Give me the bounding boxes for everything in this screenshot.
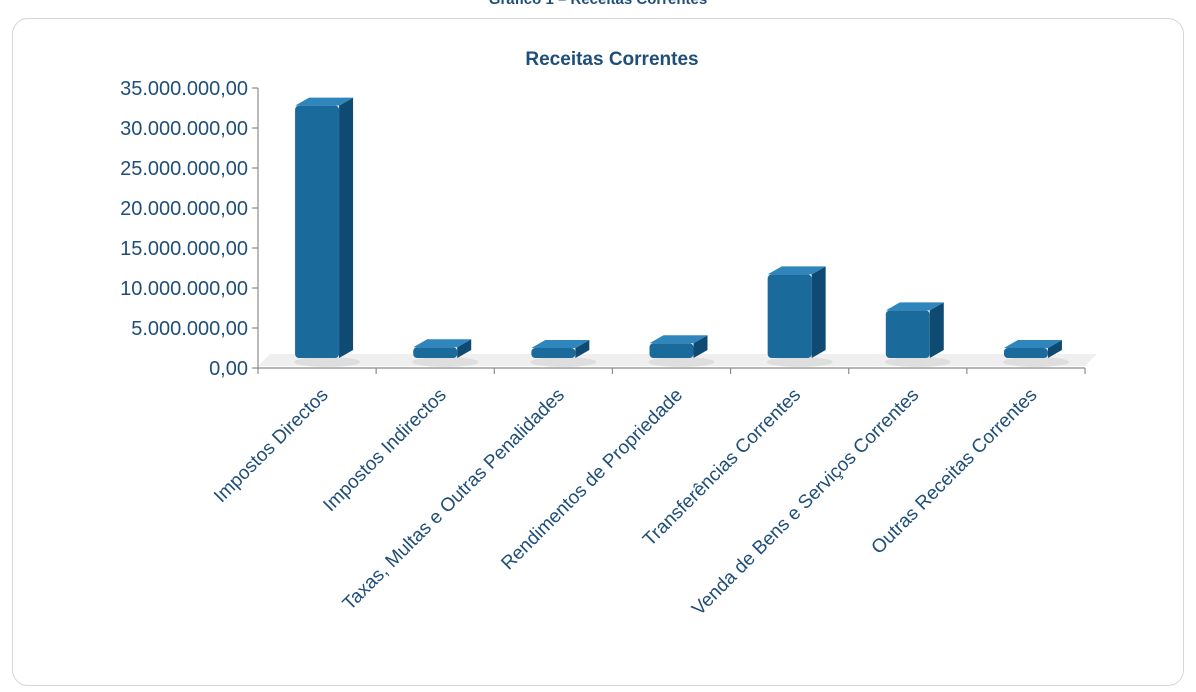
y-tick-label: 5.000.000,00 [131,318,248,340]
bar [884,302,951,367]
y-tick-label: 30.000.000,00 [120,118,248,140]
bar-shadow [766,357,833,367]
bar [530,340,597,367]
bar-top [767,266,826,275]
axes [252,87,1086,374]
bar-top [531,340,590,348]
bar-side [457,339,472,358]
bar-shadow [412,357,479,367]
bar-front [531,348,576,358]
figure-caption: Gráfico 1 – Receitas Correntes [0,0,1196,8]
bar [1002,340,1069,367]
bar-top [295,97,354,106]
y-tick-label: 25.000.000,00 [120,158,248,180]
bar-front [295,105,340,358]
bar-shadow [530,357,597,367]
bar-shadow [648,357,715,367]
bar-side [339,97,354,358]
x-category-label: Impostos Indirectos [319,385,450,516]
bar-side [1047,340,1062,358]
y-tick-label: 20.000.000,00 [120,198,248,220]
bar-front [1003,348,1048,358]
bar [648,335,715,367]
y-tick-labels: 0,00 5.000.000,00 10.000.000,00 15.000.000,… [120,78,248,380]
chart-frame [12,18,1184,686]
bar-front [649,343,694,358]
bar-side [693,335,708,358]
bar-top [1003,340,1062,348]
bar-front [413,347,458,358]
bar [766,266,833,367]
bar-top [413,339,472,348]
bar [412,339,479,367]
bar-shadow [884,357,951,367]
y-tick-label: 0,00 [209,358,248,380]
chart-title: Receitas Correntes [525,49,698,70]
bars [294,97,1069,367]
bar-top [649,335,708,344]
bar-front [767,274,812,358]
x-category-label: Taxas, Multas e Outras Penalidades [339,385,569,615]
bar [294,97,361,367]
y-tick-label: 35.000.000,00 [120,78,248,100]
bar-side [929,302,944,358]
y-tick-label: 15.000.000,00 [120,238,248,260]
bar-side [811,266,826,358]
y-tick-label: 10.000.000,00 [120,278,248,300]
bar-shadow [1002,357,1069,367]
bar-shadow [294,357,361,367]
x-category-label: Venda de Bens e Serviços Correntes [688,385,923,620]
x-category-label: Impostos Directos [210,385,332,507]
bar-front [885,310,930,358]
bar-top [885,302,944,311]
bar-side [575,340,590,358]
